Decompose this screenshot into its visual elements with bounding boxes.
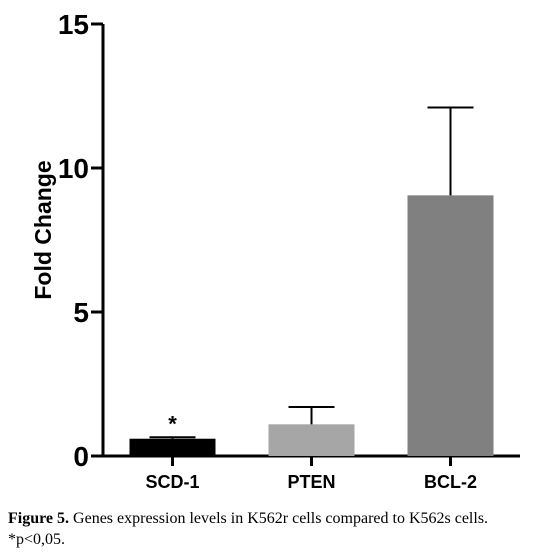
bar-scd-1 — [129, 438, 216, 456]
bar-pten — [268, 424, 355, 456]
bar-bcl-2 — [407, 195, 494, 457]
x-tick-label-scd-1: SCD-1 — [145, 472, 199, 492]
figure-caption: Figure 5. Genes expression levels in K56… — [8, 508, 548, 550]
caption-label: Figure 5. — [8, 510, 70, 527]
y-axis: 0 5 10 15 — [58, 9, 105, 472]
y-axis-label: Fold Change — [30, 160, 56, 299]
y-tick-label-3: 15 — [58, 9, 89, 40]
x-axis: SCD-1 PTEN BCL-2 — [101, 454, 520, 492]
y-tick-label-2: 10 — [58, 153, 89, 184]
significance-marker-scd-1: * — [168, 411, 177, 436]
bars: * — [129, 106, 494, 457]
y-tick-label-1: 5 — [73, 297, 89, 328]
bar-chart: 0 5 10 15 SCD-1 PTEN BCL-2 * Fold Change — [30, 9, 520, 492]
x-tick-label-pten: PTEN — [287, 472, 335, 492]
caption-text: Genes expression levels in K562r cells c… — [8, 510, 489, 548]
y-tick-label-0: 0 — [73, 441, 89, 472]
x-tick-label-bcl-2: BCL-2 — [424, 472, 477, 492]
